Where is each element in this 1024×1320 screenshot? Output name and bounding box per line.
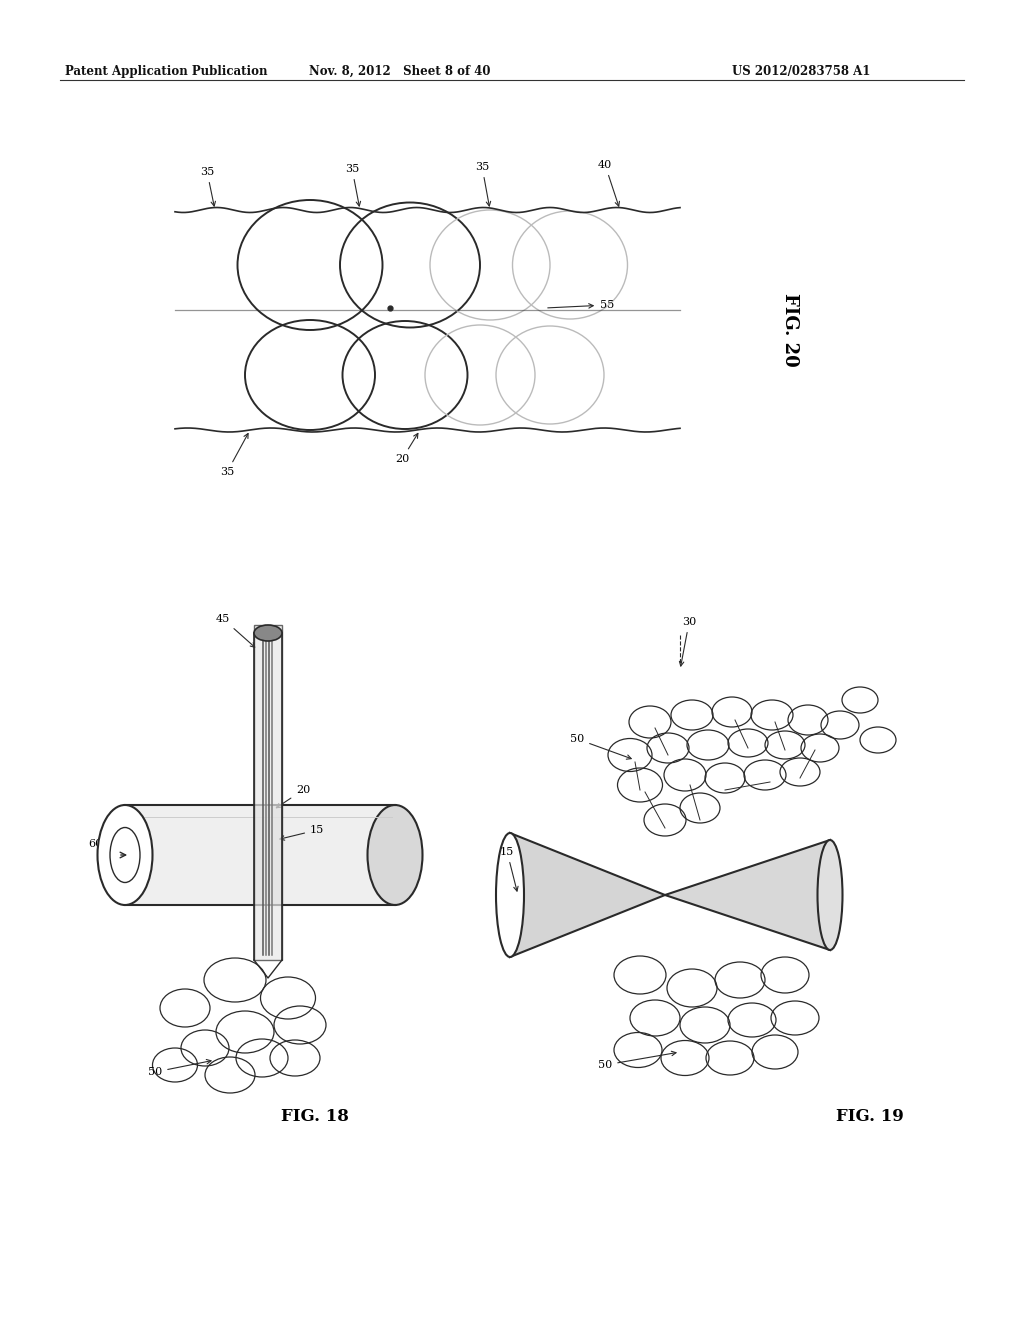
- Text: Patent Application Publication: Patent Application Publication: [65, 65, 267, 78]
- Text: 35: 35: [220, 433, 248, 477]
- Bar: [254, 805, 282, 906]
- Ellipse shape: [97, 805, 153, 906]
- Text: 20: 20: [276, 785, 310, 808]
- Ellipse shape: [110, 828, 140, 883]
- Bar: [125, 805, 395, 906]
- Ellipse shape: [496, 833, 524, 957]
- Text: 50: 50: [598, 1051, 676, 1071]
- Text: 50: 50: [148, 1060, 211, 1077]
- Polygon shape: [510, 833, 665, 957]
- Text: 50: 50: [570, 734, 631, 759]
- Text: 40: 40: [598, 160, 620, 206]
- Ellipse shape: [254, 624, 282, 642]
- Text: 35: 35: [345, 164, 360, 206]
- Text: 45: 45: [216, 614, 255, 647]
- Bar: [254, 624, 282, 960]
- Text: US 2012/0283758 A1: US 2012/0283758 A1: [731, 65, 870, 78]
- Ellipse shape: [368, 805, 423, 906]
- Text: FIG. 19: FIG. 19: [837, 1107, 904, 1125]
- Text: 15: 15: [500, 847, 518, 891]
- Text: FIG. 20: FIG. 20: [781, 293, 799, 367]
- Text: 60: 60: [88, 840, 119, 854]
- Ellipse shape: [817, 840, 843, 950]
- Text: 30: 30: [679, 616, 696, 667]
- Text: 35: 35: [475, 162, 490, 206]
- Text: 20: 20: [395, 433, 418, 465]
- Text: 15: 15: [280, 825, 325, 840]
- Polygon shape: [665, 840, 830, 950]
- Text: FIG. 18: FIG. 18: [281, 1107, 349, 1125]
- Text: 35: 35: [200, 168, 215, 206]
- Text: Nov. 8, 2012   Sheet 8 of 40: Nov. 8, 2012 Sheet 8 of 40: [309, 65, 490, 78]
- Text: 55: 55: [548, 300, 614, 310]
